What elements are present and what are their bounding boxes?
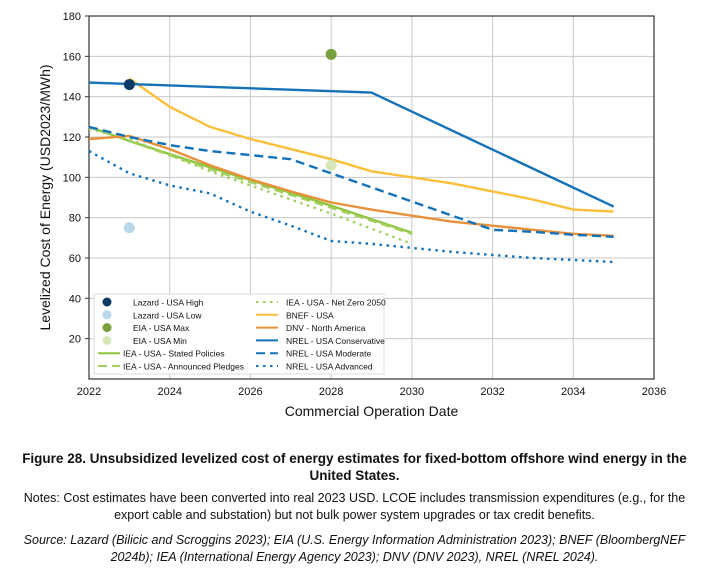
series-line-nrel-usa-advanced	[88, 150, 614, 264]
x-tick-label: 2032	[480, 386, 504, 398]
legend-label: DNV - North America	[286, 323, 366, 333]
plot-frame	[88, 15, 655, 380]
series-line-nrel-usa-moderate	[88, 125, 614, 238]
legend-label: NREL - USA Moderate	[286, 349, 371, 359]
legend-box	[93, 293, 385, 375]
lcoe-chart: 2022 2024 2026 2028 2030 2032 2034 2036 20 40 60 80…	[37, 11, 666, 419]
figure-notes: Notes: Cost estimates have been converte…	[23, 491, 686, 522]
y-tick-label: 80	[69, 213, 81, 225]
point-eia-usa-max	[325, 48, 337, 60]
legend-label: IEA - USA - Net Zero 2050	[286, 298, 386, 308]
y-tick-label: 40	[69, 293, 81, 305]
point-lazard-usa-high	[123, 79, 135, 91]
series-line-bnef-usa	[128, 77, 614, 213]
y-tick-label: 120	[63, 132, 81, 144]
legend-label: Lazard - USA High	[133, 298, 204, 308]
x-tick-label: 2036	[642, 386, 666, 398]
x-tick-label: 2024	[157, 386, 181, 398]
legend-label: IEA - USA - Announced Pledges	[123, 362, 244, 372]
legend-label: IEA - USA - Stated Policies	[123, 349, 225, 359]
x-axis-label: Commercial Operation Date	[285, 403, 459, 419]
y-axis-label: Levelized Cost of Energy (USD2023/MWh)	[37, 64, 53, 330]
legend-marker	[102, 323, 112, 333]
x-tick-label: 2022	[77, 386, 101, 398]
legend-marker	[102, 310, 112, 320]
x-tick-label: 2026	[238, 386, 262, 398]
y-tick-label: 60	[69, 253, 81, 265]
legend-label: BNEF - USA	[286, 310, 334, 320]
legend-label: Lazard - USA Low	[133, 310, 202, 320]
legend-marker	[102, 297, 112, 307]
legend-label: NREL - USA Advanced	[286, 362, 373, 372]
y-tick-label: 140	[63, 92, 81, 104]
legend-label: NREL - USA Conservative	[286, 336, 385, 346]
x-tick-label: 2034	[561, 386, 585, 398]
figure-source: Source: Lazard (Bilicic and Scroggins 20…	[23, 533, 686, 564]
series-line-dnv-north-america	[88, 134, 614, 237]
legend-marker	[102, 335, 112, 345]
y-tick-label: 20	[69, 334, 81, 346]
x-tick-label: 2028	[319, 386, 343, 398]
point-lazard-usa-low	[123, 222, 135, 234]
y-tick-label: 160	[63, 51, 81, 63]
y-tick-label: 180	[63, 11, 81, 23]
figure-title: Figure 28. Unsubsidized levelized cost o…	[22, 451, 687, 483]
y-tick-label: 100	[63, 172, 81, 184]
series-line-nrel-usa-conservative	[88, 81, 615, 208]
point-eia-usa-min	[325, 159, 337, 171]
legend-label: EIA - USA Min	[133, 336, 187, 346]
legend-label: EIA - USA Max	[133, 323, 190, 333]
x-tick-label: 2030	[400, 386, 424, 398]
